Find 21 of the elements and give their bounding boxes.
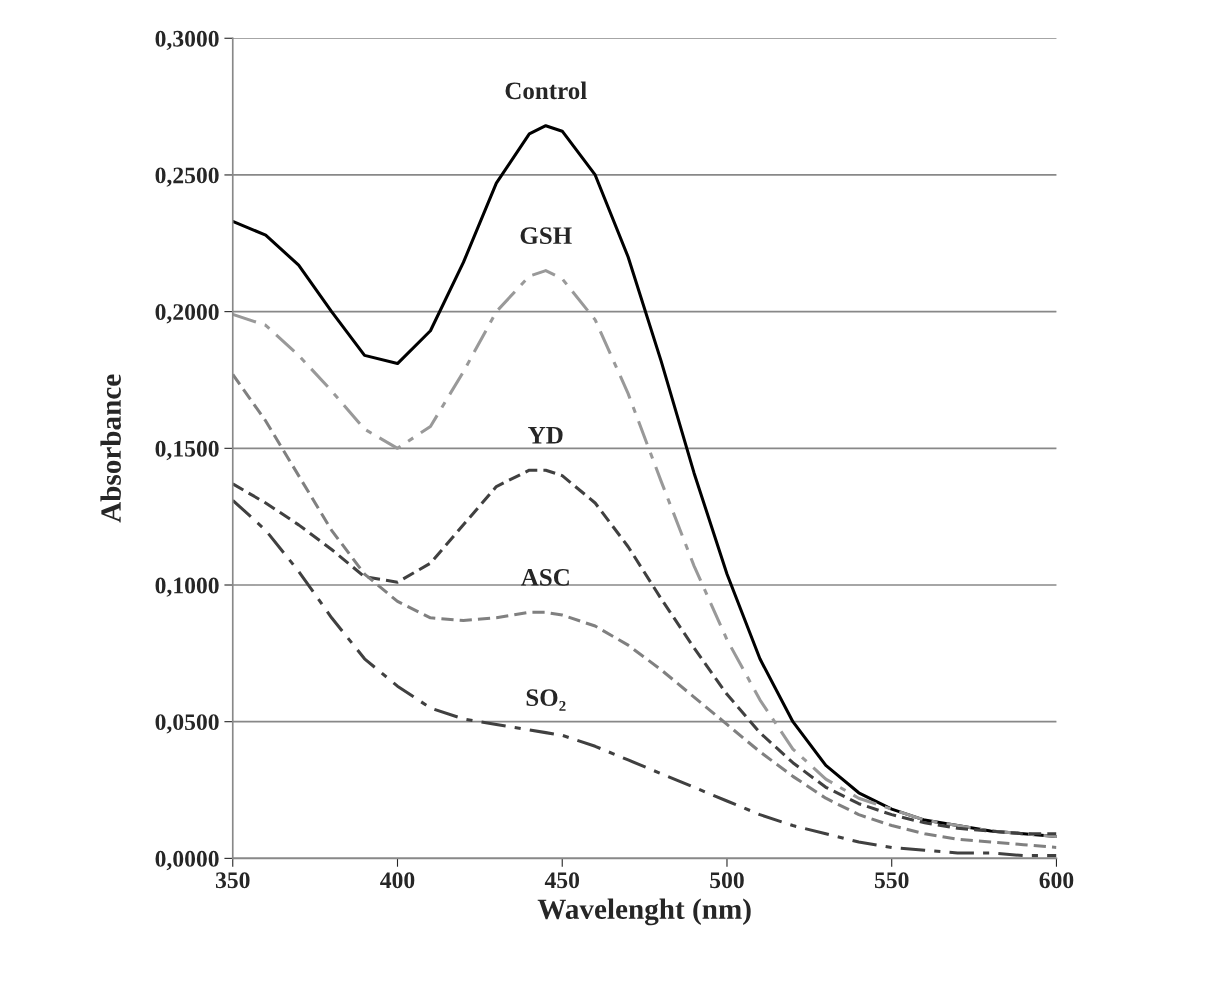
y-tick-label: 0,2000 [155,304,219,324]
series-label: YD [528,427,563,444]
series-label: SO₂ [526,689,566,711]
line-series [232,269,1057,839]
x-tick-label: 450 [544,872,580,889]
series-label: GSH [520,227,572,245]
y-axis-title: Absorbance [100,374,121,523]
y-tick-label: 0,1500 [155,440,219,461]
x-tick-label: 400 [380,872,415,889]
y-tick-label: 0,0500 [155,714,219,734]
y-tick-label: 0,3000 [155,30,219,51]
series-label: Control [505,81,587,100]
series-label: ASC [521,568,569,586]
x-axis-title: Wavelenght (nm) [537,898,751,926]
y-tick-label: 0,2500 [155,167,219,187]
y-tick-label: 0,1000 [155,577,219,597]
x-tick-label: 350 [215,872,250,889]
x-tick-label: 550 [874,872,909,889]
y-tick-label: 0,0000 [155,850,219,871]
x-tick-label: 600 [1039,872,1074,889]
x-tick-label: 500 [710,872,744,889]
